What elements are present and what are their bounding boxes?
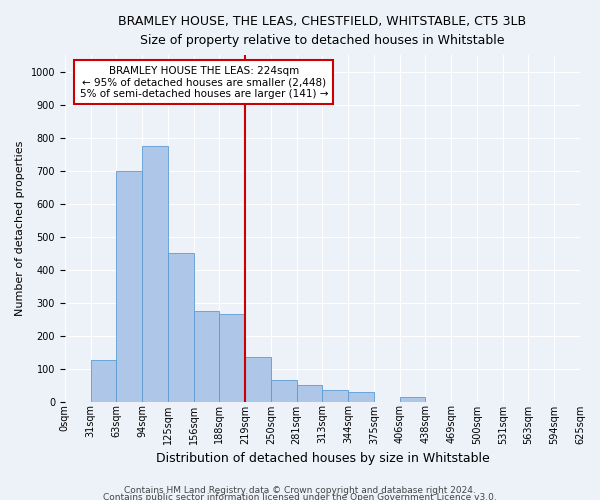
Text: Contains HM Land Registry data © Crown copyright and database right 2024.: Contains HM Land Registry data © Crown c…: [124, 486, 476, 495]
Bar: [168, 253, 194, 402]
Bar: [116, 170, 142, 402]
Title: BRAMLEY HOUSE, THE LEAS, CHESTFIELD, WHITSTABLE, CT5 3LB
Size of property relati: BRAMLEY HOUSE, THE LEAS, CHESTFIELD, WHI…: [118, 15, 526, 47]
Bar: [220, 314, 245, 402]
Text: BRAMLEY HOUSE THE LEAS: 224sqm
← 95% of detached houses are smaller (2,448)
5% o: BRAMLEY HOUSE THE LEAS: 224sqm ← 95% of …: [80, 66, 328, 98]
Bar: [245, 357, 271, 402]
Bar: [194, 311, 220, 402]
Bar: [348, 392, 374, 402]
Y-axis label: Number of detached properties: Number of detached properties: [15, 140, 25, 316]
Bar: [142, 146, 168, 402]
Text: Contains public sector information licensed under the Open Government Licence v3: Contains public sector information licen…: [103, 494, 497, 500]
X-axis label: Distribution of detached houses by size in Whitstable: Distribution of detached houses by size …: [155, 452, 489, 465]
Bar: [322, 390, 348, 402]
Bar: [271, 380, 296, 402]
Bar: [91, 360, 116, 402]
Bar: [400, 396, 425, 402]
Bar: [296, 385, 322, 402]
